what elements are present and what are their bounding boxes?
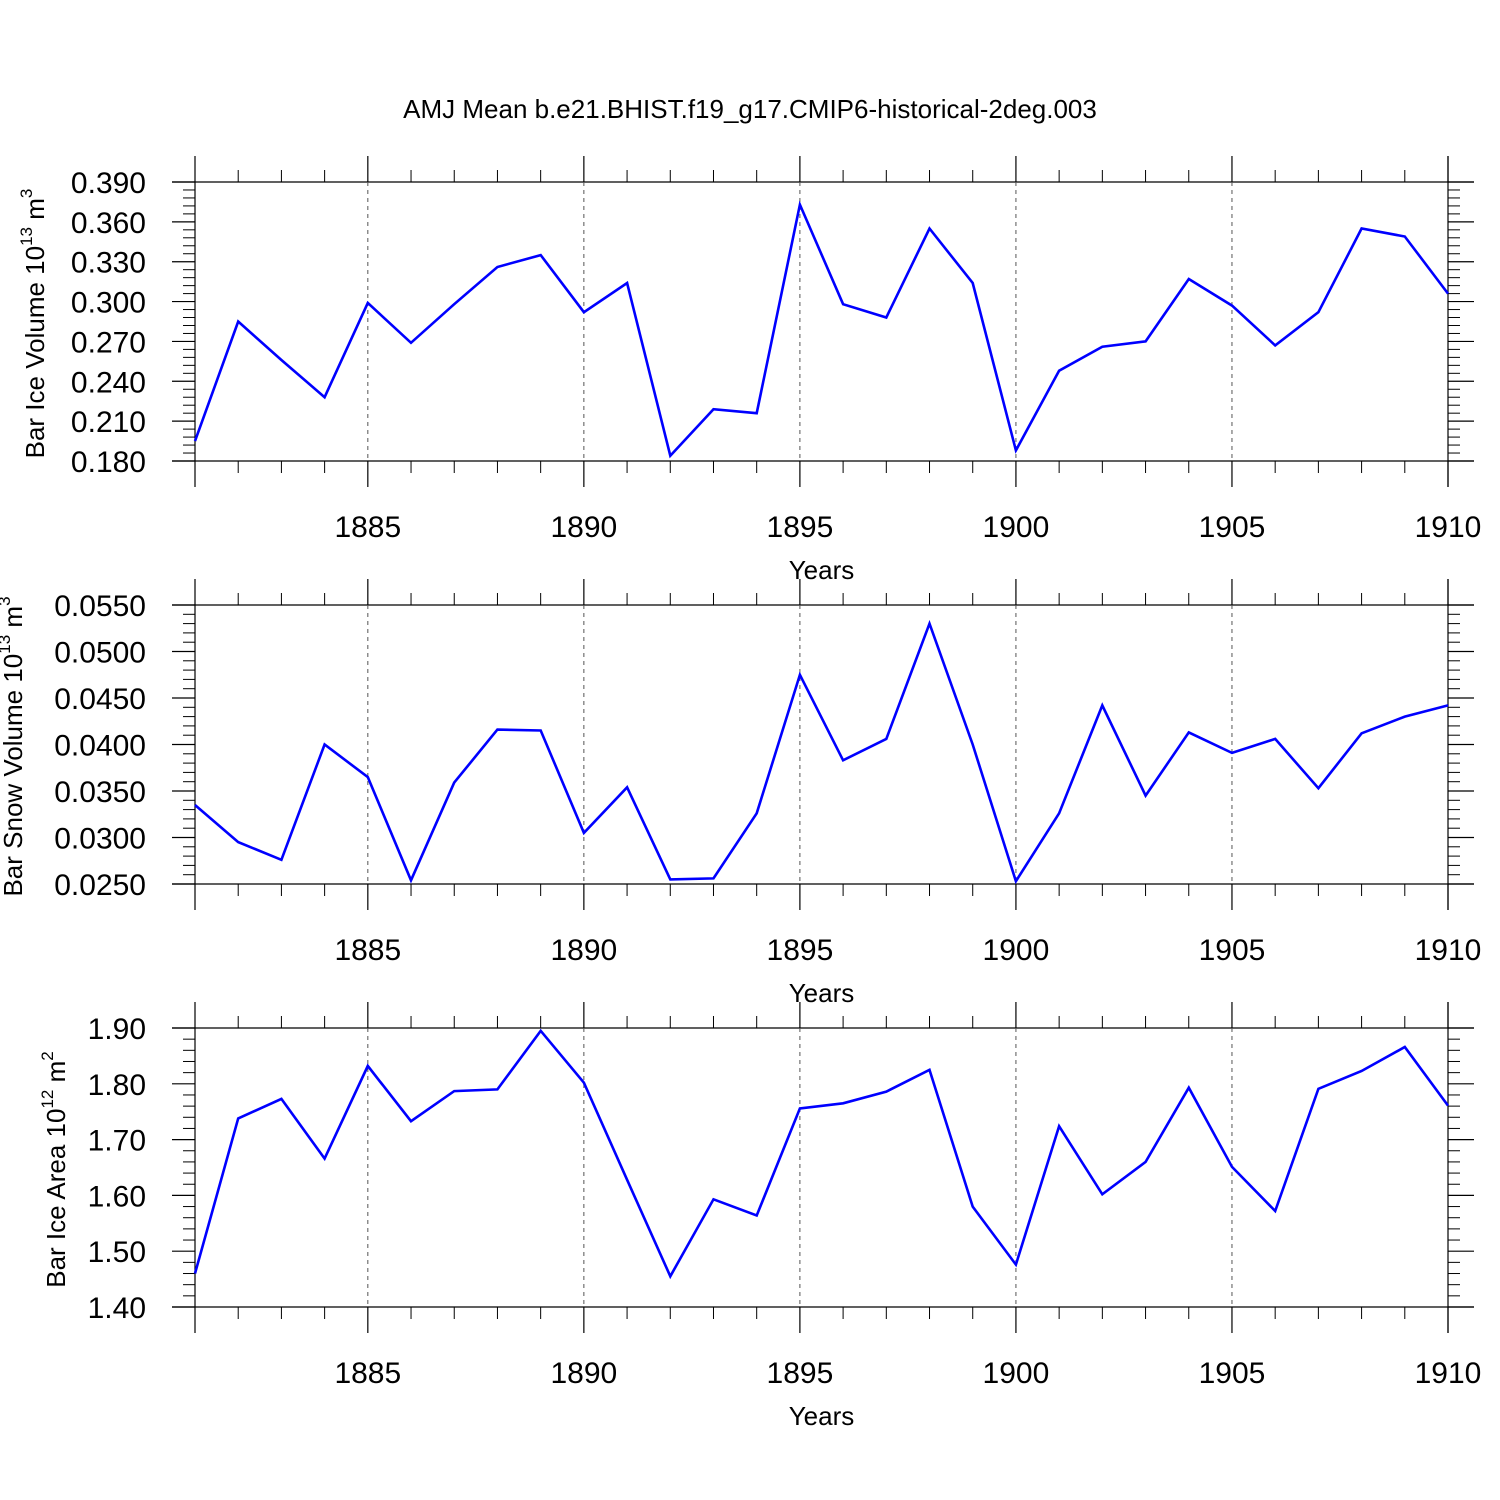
x-axis-label: Years [789, 555, 855, 585]
y-tick-label: 0.0450 [54, 683, 146, 716]
y-tick-label: 1.50 [88, 1236, 146, 1269]
x-tick-label: 1910 [1415, 1357, 1482, 1390]
y-axis-label-part: m [41, 1061, 71, 1090]
y-tick-label: 0.330 [71, 247, 146, 280]
x-tick-label: 1885 [334, 511, 401, 544]
y-axis-label: Bar Ice Volume 1013 m3 [17, 189, 50, 459]
y-axis-label-superscript: 2 [38, 1051, 57, 1060]
x-axis-label: Years [789, 978, 855, 1008]
y-tick-label: 0.0250 [54, 869, 146, 902]
panel-ice-volume: 1885 1890 1895 1900 1905 1910 0.180 0.210 0.240 0… [17, 156, 1481, 585]
y-tick-label: 1.90 [88, 1013, 146, 1046]
y-axis-label-superscript: 12 [38, 1090, 57, 1109]
y-axis-label: Bar Ice Area 1012 m2 [38, 1051, 71, 1288]
y-axis-label-part: m [20, 198, 50, 227]
y-axis-label-part: Bar Snow Volume 10 [0, 654, 28, 897]
x-tick-label: 1905 [1199, 934, 1266, 967]
x-tick-label: 1900 [983, 934, 1050, 967]
y-tick-label: 0.240 [71, 366, 146, 399]
series-line [193, 1028, 1450, 1280]
x-tick-label: 1890 [550, 934, 617, 967]
y-tick-label: 0.390 [71, 167, 146, 200]
x-tick-label: 1905 [1199, 511, 1266, 544]
y-tick-label: 0.300 [71, 287, 146, 320]
y-tick-label: 0.0550 [54, 590, 146, 623]
y-tick-label: 0.0300 [54, 823, 146, 856]
y-tick-label: 0.0350 [54, 776, 146, 809]
y-tick-label: 0.180 [71, 446, 146, 479]
panel-snow-volume: 1885 1890 1895 1900 1905 1910 0.0250 0.0300 0.03… [0, 579, 1481, 1008]
x-tick-label: 1895 [767, 511, 834, 544]
y-axis-label-part: Bar Ice Volume 10 [20, 246, 50, 458]
y-tick-label: 0.270 [71, 326, 146, 359]
x-tick-label: 1885 [334, 1357, 401, 1390]
y-tick-label: 1.70 [88, 1125, 146, 1158]
y-axis-label-superscript: 13 [17, 227, 36, 246]
x-tick-label: 1905 [1199, 1357, 1266, 1390]
x-tick-label: 1910 [1415, 511, 1482, 544]
series-line [193, 200, 1450, 459]
y-axis-label-superscript: 13 [0, 635, 14, 654]
y-tick-label: 1.40 [88, 1292, 146, 1325]
x-tick-label: 1890 [550, 511, 617, 544]
y-axis-label-part: Bar Ice Area 10 [41, 1109, 71, 1288]
y-axis-label-superscript: 3 [17, 189, 36, 198]
panel-ice-area: 1885 1890 1895 1900 1905 1910 1.40 1.50 1.60 1.70… [38, 1002, 1481, 1431]
y-tick-label: 0.0500 [54, 637, 146, 670]
x-tick-label: 1890 [550, 1357, 617, 1390]
y-axis-label-part: m [0, 606, 28, 635]
y-tick-label: 0.210 [71, 406, 146, 439]
x-tick-label: 1900 [983, 1357, 1050, 1390]
y-tick-label: 1.60 [88, 1180, 146, 1213]
y-tick-label: 0.360 [71, 207, 146, 240]
x-tick-label: 1895 [767, 934, 834, 967]
x-tick-label: 1895 [767, 1357, 834, 1390]
y-axis-label: Bar Snow Volume 1013 m3 [0, 596, 28, 896]
series-line [194, 619, 1449, 885]
y-axis-label-superscript: 3 [0, 596, 14, 605]
y-tick-label: 1.80 [88, 1069, 146, 1102]
chart-title: AMJ Mean b.e21.BHIST.f19_g17.CMIP6-histo… [403, 94, 1097, 124]
y-tick-label: 0.0400 [54, 730, 146, 763]
x-tick-label: 1910 [1415, 934, 1482, 967]
x-axis-label: Years [789, 1401, 855, 1431]
x-tick-label: 1900 [983, 511, 1050, 544]
x-tick-label: 1885 [334, 934, 401, 967]
